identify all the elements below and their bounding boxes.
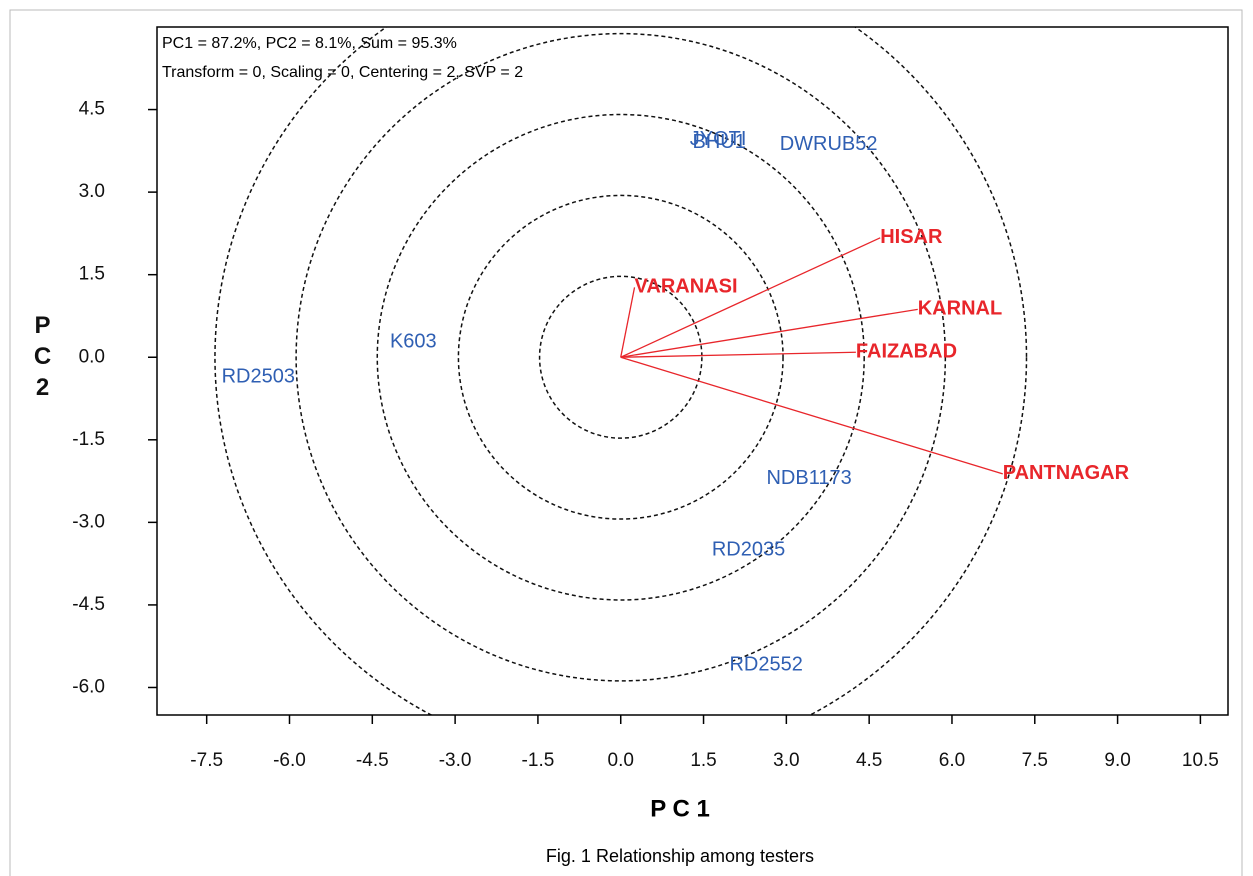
genotype-label: NDB1173 bbox=[766, 467, 851, 489]
tester-label: FAIZABAD bbox=[856, 341, 957, 363]
genotype-label: RD2552 bbox=[729, 654, 802, 676]
caption: Fig. 1 Relationship among testers bbox=[546, 846, 814, 866]
x-tick-label: -3.0 bbox=[439, 750, 472, 771]
genotype-label: RD2035 bbox=[712, 539, 785, 561]
x-tick-label: 1.5 bbox=[690, 750, 716, 771]
x-tick-label: -7.5 bbox=[190, 750, 223, 771]
x-tick-label: 7.5 bbox=[1022, 750, 1048, 771]
y-tick-label: 4.5 bbox=[79, 99, 105, 120]
genotype-label: JYOTI bbox=[690, 128, 747, 150]
y-tick-label: 0.0 bbox=[79, 346, 105, 367]
tester-vector bbox=[620, 287, 636, 358]
concentric-circle bbox=[214, 27, 1028, 715]
tester-label: HISAR bbox=[880, 226, 943, 248]
y-tick-label: 1.5 bbox=[79, 264, 105, 285]
x-tick-label: 10.5 bbox=[1182, 750, 1219, 771]
tester-vector bbox=[620, 237, 881, 358]
y-tick-label: -4.5 bbox=[72, 594, 105, 615]
circles bbox=[214, 27, 1028, 715]
genotype-label: DWRUB52 bbox=[780, 133, 878, 155]
x-tick-label: 9.0 bbox=[1104, 750, 1130, 771]
tester-label: KARNAL bbox=[918, 298, 1002, 320]
plot-area bbox=[156, 26, 1229, 716]
tester-vector bbox=[620, 356, 1003, 475]
x-tick-label: -1.5 bbox=[522, 750, 555, 771]
x-tick-label: -6.0 bbox=[273, 750, 306, 771]
x-axis-label: P C 1 bbox=[650, 795, 710, 822]
y-tick-label: 3.0 bbox=[79, 181, 105, 202]
concentric-circle bbox=[295, 32, 947, 682]
y-tick-label: -1.5 bbox=[72, 429, 105, 450]
tester-label: PANTNAGAR bbox=[1003, 462, 1130, 484]
chart-subtitle: Transform = 0, Scaling = 0, Centering = … bbox=[162, 64, 523, 81]
genotype-label: BHU1 bbox=[693, 131, 746, 153]
x-tick-label: 0.0 bbox=[608, 750, 634, 771]
frame bbox=[9, 9, 1243, 876]
tester-vector bbox=[620, 351, 856, 358]
tester-label: VARANASI bbox=[635, 276, 738, 298]
tester-vector bbox=[620, 308, 918, 358]
concentric-circle bbox=[457, 194, 784, 520]
concentric-circle bbox=[376, 113, 865, 601]
concentric-circle bbox=[538, 275, 703, 439]
genotype-label: K603 bbox=[390, 331, 437, 353]
x-tick-label: 6.0 bbox=[939, 750, 965, 771]
chart-title: PC1 = 87.2%, PC2 = 8.1%, Sum = 95.3% bbox=[162, 35, 457, 52]
x-tick-label: 4.5 bbox=[856, 750, 882, 771]
x-tick-label: 3.0 bbox=[773, 750, 799, 771]
genotype-label: RD2503 bbox=[222, 365, 295, 387]
y-tick-label: -6.0 bbox=[72, 676, 105, 697]
y-axis-label: PC2 bbox=[29, 312, 56, 405]
x-tick-label: -4.5 bbox=[356, 750, 389, 771]
y-tick-label: -3.0 bbox=[72, 511, 105, 532]
